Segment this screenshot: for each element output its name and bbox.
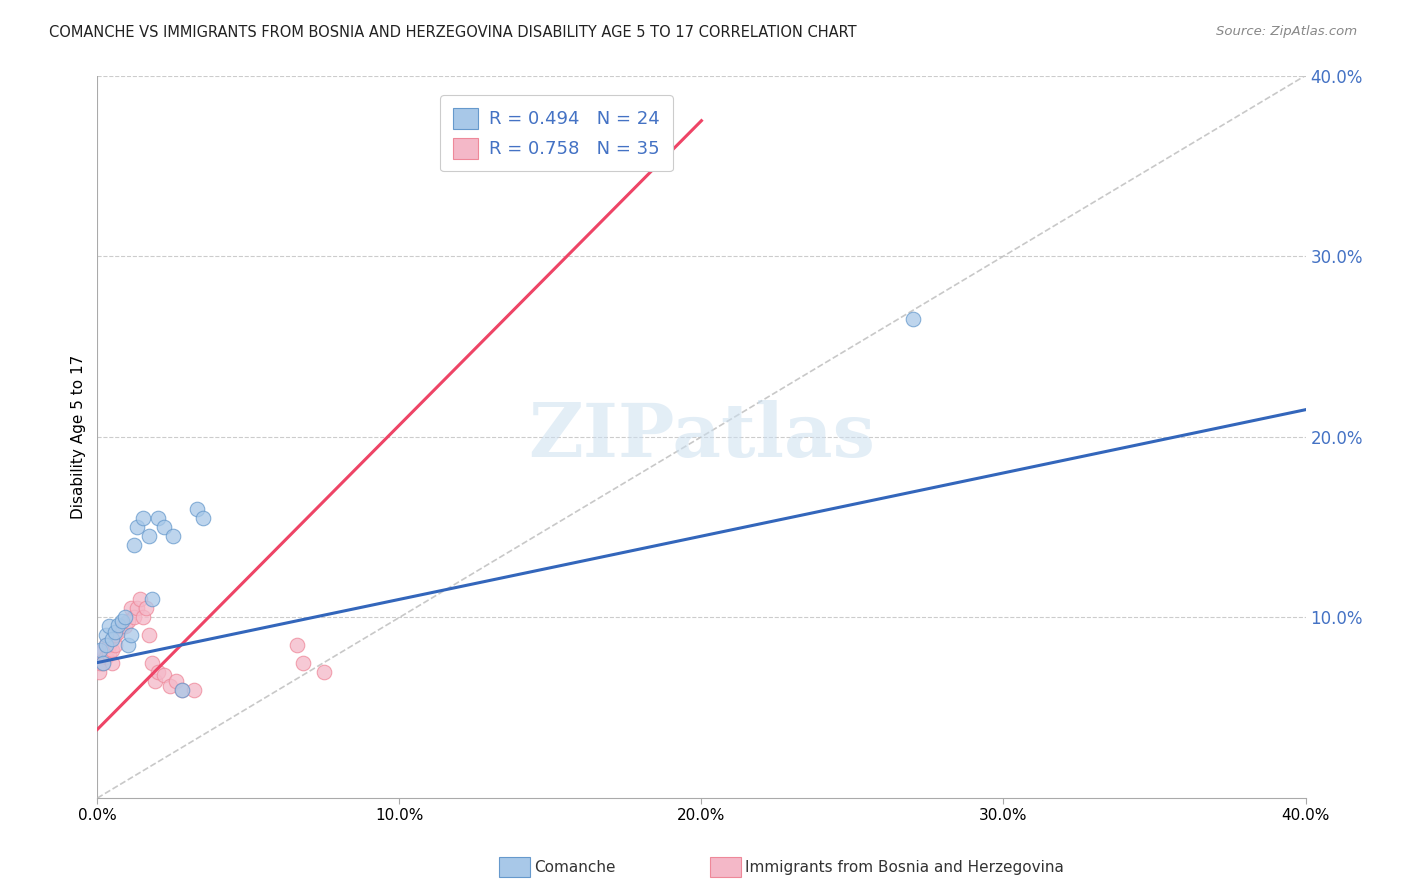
Point xyxy=(122,610,145,624)
Text: ZIPatlas: ZIPatlas xyxy=(527,401,875,474)
Point xyxy=(128,592,150,607)
Point xyxy=(153,520,176,534)
Point xyxy=(183,682,205,697)
Point xyxy=(117,614,139,628)
Y-axis label: Disability Age 5 to 17: Disability Age 5 to 17 xyxy=(72,355,86,519)
Point xyxy=(89,643,111,657)
Point xyxy=(122,538,145,552)
Point xyxy=(138,628,160,642)
Text: Source: ZipAtlas.com: Source: ZipAtlas.com xyxy=(1216,25,1357,38)
Legend: R = 0.494   N = 24, R = 0.758   N = 35: R = 0.494 N = 24, R = 0.758 N = 35 xyxy=(440,95,672,171)
Point xyxy=(93,656,115,670)
Text: Immigrants from Bosnia and Herzegovina: Immigrants from Bosnia and Herzegovina xyxy=(745,860,1064,874)
Point xyxy=(191,511,214,525)
Point xyxy=(93,643,115,657)
Point xyxy=(98,647,121,661)
Point xyxy=(93,656,115,670)
Point xyxy=(165,673,187,688)
Point xyxy=(87,665,110,679)
Point xyxy=(141,592,163,607)
Point xyxy=(170,682,193,697)
Point xyxy=(96,628,118,642)
Point xyxy=(107,617,129,632)
Point xyxy=(120,601,142,615)
Point xyxy=(135,601,157,615)
Point xyxy=(143,673,166,688)
Point xyxy=(159,679,181,693)
Point xyxy=(89,656,111,670)
Point xyxy=(146,665,169,679)
Point xyxy=(107,624,129,639)
Point xyxy=(104,628,127,642)
Point xyxy=(131,610,153,624)
Point xyxy=(110,614,132,628)
Point xyxy=(114,610,136,624)
Point xyxy=(104,624,127,639)
Point xyxy=(162,529,184,543)
Point xyxy=(101,632,124,646)
Point xyxy=(98,638,121,652)
Point xyxy=(131,511,153,525)
Point xyxy=(291,656,314,670)
Point xyxy=(312,665,335,679)
Point xyxy=(170,682,193,697)
Point xyxy=(98,619,121,633)
Point xyxy=(96,638,118,652)
Point xyxy=(153,668,176,682)
Point xyxy=(141,656,163,670)
Text: COMANCHE VS IMMIGRANTS FROM BOSNIA AND HERZEGOVINA DISABILITY AGE 5 TO 17 CORREL: COMANCHE VS IMMIGRANTS FROM BOSNIA AND H… xyxy=(49,25,856,40)
Point xyxy=(146,511,169,525)
Point xyxy=(285,638,308,652)
Point xyxy=(89,647,111,661)
Point xyxy=(901,312,924,326)
Point xyxy=(120,628,142,642)
Point xyxy=(96,638,118,652)
Point xyxy=(96,650,118,665)
Point xyxy=(101,656,124,670)
Text: Comanche: Comanche xyxy=(534,860,616,874)
Point xyxy=(101,643,124,657)
Point xyxy=(125,601,148,615)
Point xyxy=(110,619,132,633)
Point xyxy=(186,502,208,516)
Point xyxy=(114,619,136,633)
Point xyxy=(125,520,148,534)
Point xyxy=(104,638,127,652)
Point xyxy=(138,529,160,543)
Point xyxy=(117,638,139,652)
